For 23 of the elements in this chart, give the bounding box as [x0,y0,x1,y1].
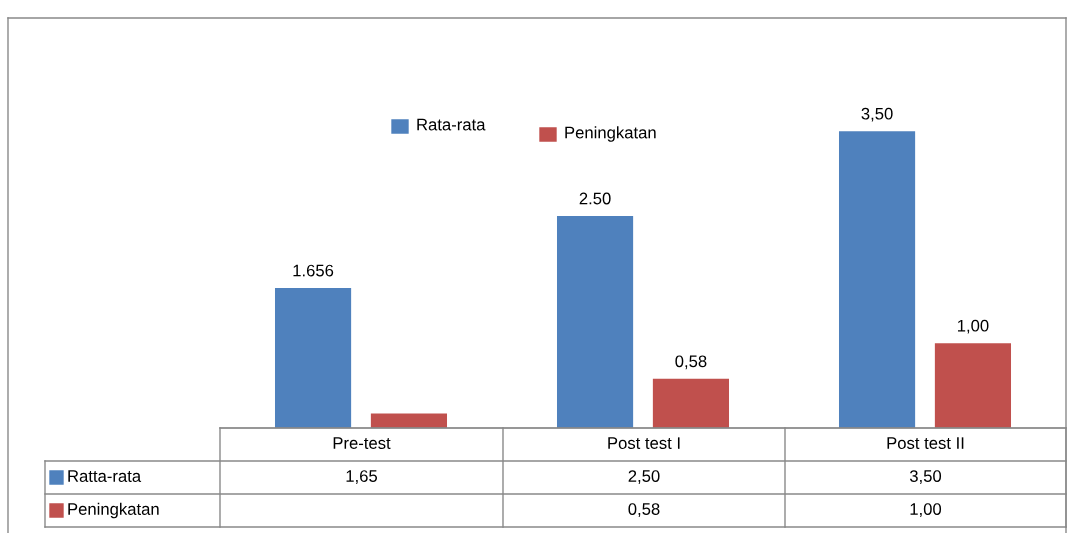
legend-label: Rata-rata [417,118,486,131]
x-tick-label: Pre-test [333,437,391,449]
annotation: 1.656 [293,264,334,277]
bar [556,216,634,428]
data-label: 2,50 [628,470,660,484]
x-tick-label: Post test II [887,437,964,449]
text: Peningkatan [68,502,159,519]
bar [652,378,730,428]
legend-label: Peningkatan [565,126,656,142]
bar [838,131,916,428]
bar [370,413,448,428]
data-label: 0,58 [628,503,660,517]
data-label: 1,00 [910,503,942,517]
text: Ratta-rata [68,470,142,482]
data-label: 1,65 [346,470,378,484]
annotation: 1,00 [957,319,989,334]
data-label: 3,50 [909,470,942,484]
bar [274,288,352,428]
annotation: 0,58 [675,355,707,370]
bar [934,343,1012,428]
text: 3,50 [861,107,893,122]
x-tick-label: Post test I [608,437,680,449]
annotation: 2.50 [579,192,611,205]
